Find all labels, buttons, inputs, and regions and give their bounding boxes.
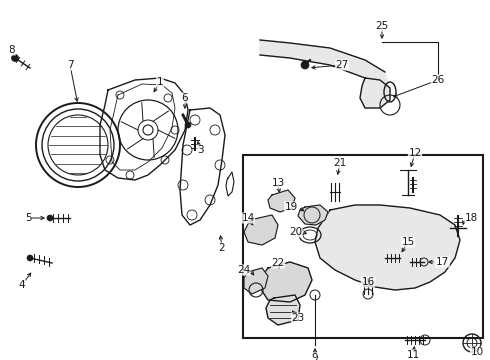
Text: 14: 14 [242, 213, 255, 223]
Text: 21: 21 [333, 158, 346, 168]
Text: 22: 22 [271, 258, 285, 268]
Text: 20: 20 [289, 227, 302, 237]
Text: 8: 8 [9, 45, 15, 55]
Text: 12: 12 [408, 148, 421, 158]
Text: 3: 3 [196, 145, 203, 155]
Text: 7: 7 [67, 60, 74, 70]
Polygon shape [298, 205, 328, 225]
Text: 18: 18 [465, 213, 478, 223]
Polygon shape [244, 268, 268, 294]
Text: 15: 15 [401, 237, 415, 247]
Polygon shape [226, 172, 234, 196]
Circle shape [11, 54, 19, 62]
Text: 9: 9 [312, 353, 318, 360]
Text: 13: 13 [271, 178, 285, 188]
Text: 4: 4 [19, 280, 25, 290]
Text: 2: 2 [219, 243, 225, 253]
Text: 27: 27 [335, 60, 348, 70]
Text: 25: 25 [375, 21, 389, 31]
Text: 26: 26 [431, 75, 444, 85]
Polygon shape [260, 40, 390, 92]
Circle shape [27, 255, 33, 261]
Bar [243, 155, 483, 338]
Text: 16: 16 [362, 277, 375, 287]
Text: 17: 17 [436, 257, 449, 267]
Polygon shape [244, 215, 278, 245]
Polygon shape [260, 262, 312, 302]
Text: 5: 5 [24, 213, 31, 223]
Polygon shape [266, 295, 300, 325]
Circle shape [47, 215, 53, 221]
Text: 11: 11 [406, 350, 419, 360]
Text: 19: 19 [285, 202, 298, 212]
Text: 24: 24 [237, 265, 250, 275]
Polygon shape [268, 190, 295, 212]
Circle shape [301, 61, 309, 69]
Text: 23: 23 [292, 313, 305, 323]
Circle shape [185, 122, 191, 128]
Text: 1: 1 [157, 77, 163, 87]
Text: 10: 10 [470, 347, 484, 357]
Text: 6: 6 [182, 93, 188, 103]
Circle shape [143, 125, 153, 135]
Polygon shape [315, 205, 460, 290]
Polygon shape [360, 78, 390, 108]
